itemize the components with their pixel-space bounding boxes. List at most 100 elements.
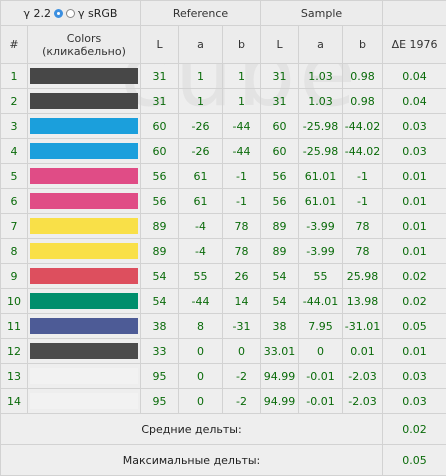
sample-a: 55 xyxy=(299,264,343,289)
ref-a: 1 xyxy=(179,64,223,89)
sample-b: -2.03 xyxy=(343,364,383,389)
sample-l: 94.99 xyxy=(261,389,299,414)
sample-header: Sample xyxy=(261,1,383,26)
color-swatch[interactable] xyxy=(30,268,138,284)
gamma-22-label: γ 2.2 xyxy=(24,7,52,20)
ref-b: 1 xyxy=(223,64,261,89)
color-swatch-cell xyxy=(28,139,141,164)
row-number: 8 xyxy=(1,239,28,264)
color-swatch[interactable] xyxy=(30,318,138,334)
sample-b: 78 xyxy=(343,239,383,264)
row-number: 13 xyxy=(1,364,28,389)
ref-l: 95 xyxy=(141,364,179,389)
column-header-ref-b: b xyxy=(223,26,261,64)
row-number: 9 xyxy=(1,264,28,289)
column-header-smp-a: a xyxy=(299,26,343,64)
delta-e: 0.04 xyxy=(383,89,446,114)
delta-e: 0.05 xyxy=(383,314,446,339)
sample-a: -25.98 xyxy=(299,139,343,164)
ref-l: 54 xyxy=(141,289,179,314)
ref-a: -44 xyxy=(179,289,223,314)
sample-l: 56 xyxy=(261,164,299,189)
delta-e: 0.03 xyxy=(383,389,446,414)
ref-b: 26 xyxy=(223,264,261,289)
sample-l: 89 xyxy=(261,214,299,239)
color-swatch[interactable] xyxy=(30,368,138,384)
color-swatch[interactable] xyxy=(30,118,138,134)
sample-b: 0.98 xyxy=(343,89,383,114)
sample-b: -1 xyxy=(343,164,383,189)
ref-b: -1 xyxy=(223,164,261,189)
sample-b: -2.03 xyxy=(343,389,383,414)
reference-header: Reference xyxy=(141,1,261,26)
sample-a: -3.99 xyxy=(299,239,343,264)
sample-a: 1.03 xyxy=(299,89,343,114)
color-swatch-cell xyxy=(28,239,141,264)
color-swatch[interactable] xyxy=(30,193,138,209)
color-swatch[interactable] xyxy=(30,218,138,234)
gamma-srgb-radio[interactable] xyxy=(66,9,75,18)
sample-l: 38 xyxy=(261,314,299,339)
color-swatch[interactable] xyxy=(30,293,138,309)
column-header-smp-l: L xyxy=(261,26,299,64)
delta-e: 0.03 xyxy=(383,364,446,389)
column-header-ref-a: a xyxy=(179,26,223,64)
delta-e: 0.01 xyxy=(383,339,446,364)
average-delta-value: 0.02 xyxy=(383,414,446,445)
sample-a: 7.95 xyxy=(299,314,343,339)
row-number: 11 xyxy=(1,314,28,339)
color-swatch[interactable] xyxy=(30,93,138,109)
sample-b: 13.98 xyxy=(343,289,383,314)
ref-a: -4 xyxy=(179,214,223,239)
ref-b: 78 xyxy=(223,239,261,264)
row-number: 7 xyxy=(1,214,28,239)
sample-a: -44.01 xyxy=(299,289,343,314)
color-swatch-cell xyxy=(28,189,141,214)
delta-e: 0.01 xyxy=(383,164,446,189)
color-swatch[interactable] xyxy=(30,143,138,159)
sample-b: -31.01 xyxy=(343,314,383,339)
max-delta-value: 0.05 xyxy=(383,445,446,476)
ref-a: 0 xyxy=(179,339,223,364)
delta-e: 0.03 xyxy=(383,139,446,164)
sample-l: 89 xyxy=(261,239,299,264)
ref-l: 38 xyxy=(141,314,179,339)
empty-header xyxy=(383,1,446,26)
ref-a: -26 xyxy=(179,114,223,139)
ref-a: -26 xyxy=(179,139,223,164)
color-swatch[interactable] xyxy=(30,168,138,184)
gamma-22-radio[interactable] xyxy=(54,9,63,18)
color-swatch[interactable] xyxy=(30,243,138,259)
delta-e: 0.01 xyxy=(383,189,446,214)
delta-e: 0.01 xyxy=(383,214,446,239)
ref-b: -44 xyxy=(223,139,261,164)
column-header-colors: Colors (кликабельно) xyxy=(28,26,141,64)
ref-b: 0 xyxy=(223,339,261,364)
ref-a: 61 xyxy=(179,164,223,189)
ref-a: 0 xyxy=(179,364,223,389)
ref-a: -4 xyxy=(179,239,223,264)
sample-a: -25.98 xyxy=(299,114,343,139)
column-header-ref-l: L xyxy=(141,26,179,64)
color-swatch[interactable] xyxy=(30,343,138,359)
color-swatch-cell xyxy=(28,164,141,189)
color-swatch[interactable] xyxy=(30,393,138,409)
gamma-selector: γ 2.2 γ sRGB xyxy=(1,1,141,26)
ref-l: 31 xyxy=(141,89,179,114)
color-swatch-cell xyxy=(28,364,141,389)
color-swatch-cell xyxy=(28,314,141,339)
color-swatch[interactable] xyxy=(30,68,138,84)
sample-b: -1 xyxy=(343,189,383,214)
ref-l: 33 xyxy=(141,339,179,364)
ref-l: 31 xyxy=(141,64,179,89)
sample-a: 61.01 xyxy=(299,189,343,214)
average-delta-label: Средние дельты: xyxy=(1,414,383,445)
